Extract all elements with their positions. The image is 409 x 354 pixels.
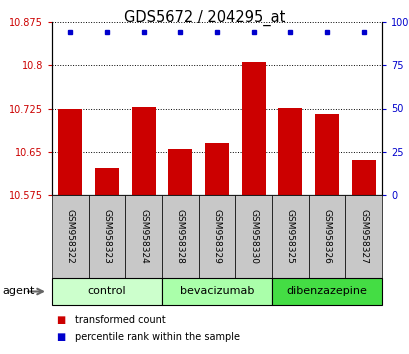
Bar (314, 114, 338, 195)
Text: GSM958323: GSM958323 (102, 209, 111, 264)
Text: dibenzazepine: dibenzazepine (286, 286, 366, 297)
Bar (278, 108, 301, 195)
Text: GSM958329: GSM958329 (212, 209, 221, 264)
Text: GDS5672 / 204295_at: GDS5672 / 204295_at (124, 10, 285, 26)
Text: percentile rank within the sample: percentile rank within the sample (74, 332, 239, 342)
Text: GSM958328: GSM958328 (175, 209, 184, 264)
Text: GSM958324: GSM958324 (139, 209, 148, 264)
Text: GSM958327: GSM958327 (358, 209, 367, 264)
Bar (204, 143, 228, 195)
Text: GSM958326: GSM958326 (322, 209, 331, 264)
Text: bevacizumab: bevacizumab (180, 286, 254, 297)
Text: GSM958330: GSM958330 (249, 209, 258, 264)
Bar (241, 62, 265, 195)
Bar (168, 149, 192, 195)
Text: transformed count: transformed count (74, 315, 165, 325)
Text: ■: ■ (56, 332, 65, 342)
Text: control: control (88, 286, 126, 297)
Bar (58, 108, 82, 195)
Text: agent: agent (2, 286, 34, 297)
Text: ■: ■ (56, 315, 65, 325)
Bar (351, 160, 375, 195)
Text: GSM958322: GSM958322 (66, 209, 75, 264)
Text: GSM958325: GSM958325 (285, 209, 294, 264)
Bar (95, 168, 119, 195)
Bar (131, 107, 155, 195)
